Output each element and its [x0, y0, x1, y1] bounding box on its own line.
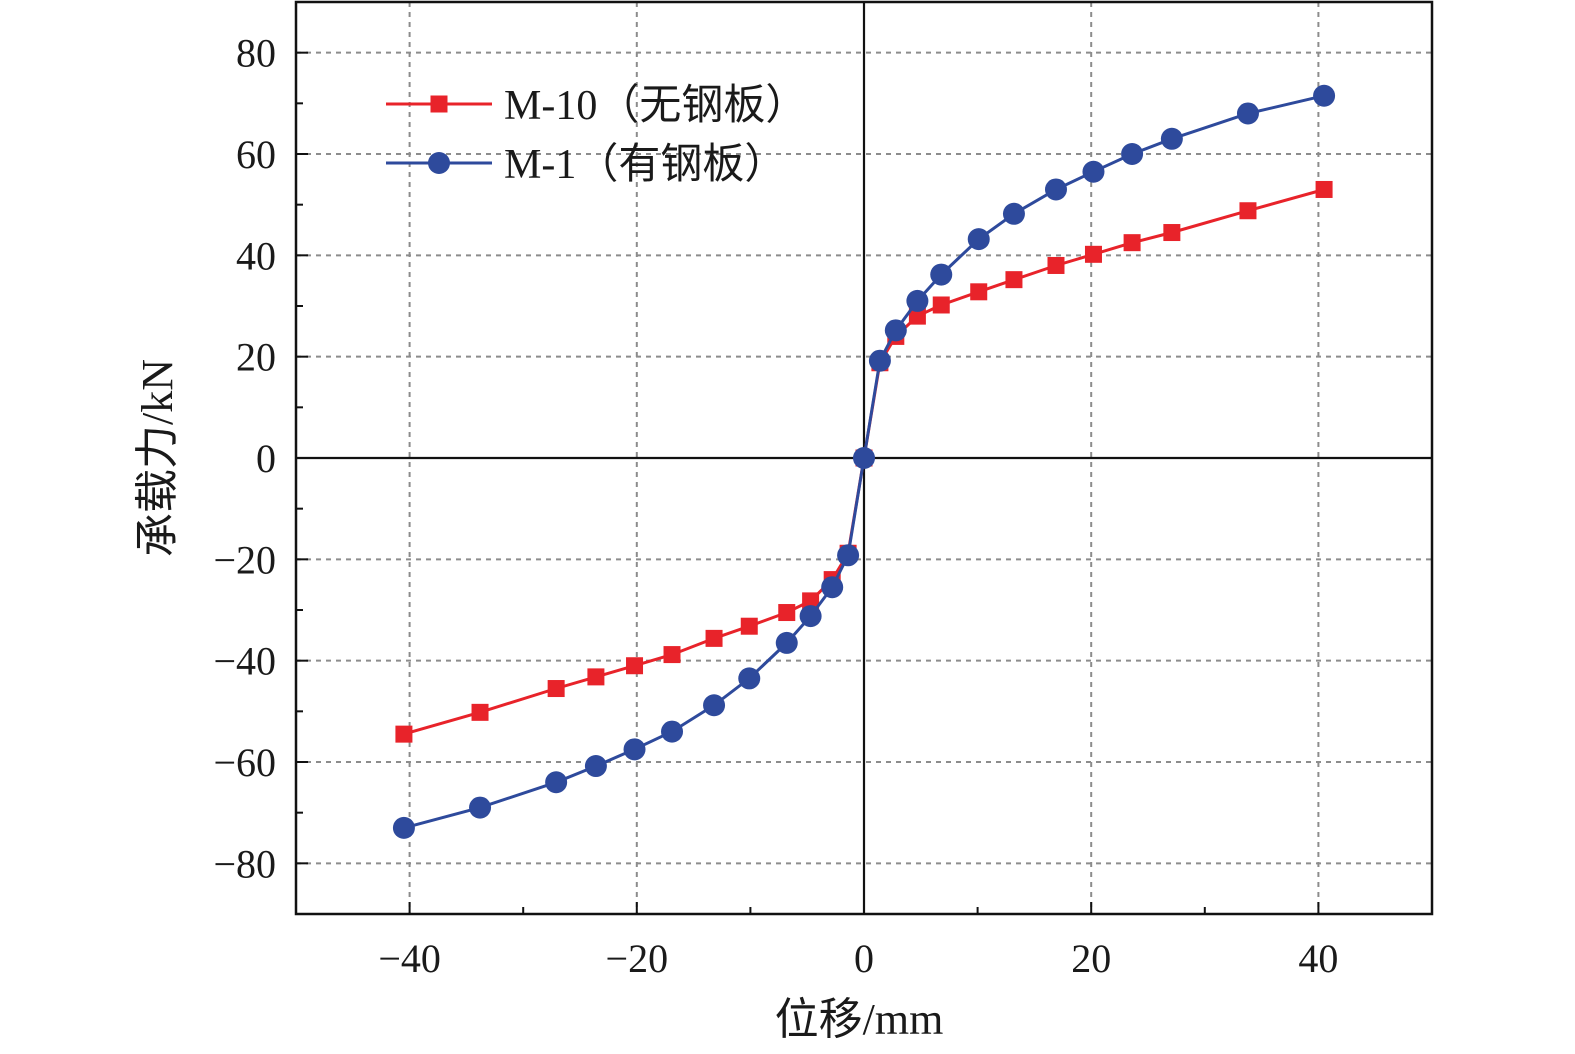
x-tick-label: −40 — [378, 936, 441, 981]
data-point-square — [1084, 245, 1102, 263]
data-point-circle — [623, 738, 646, 761]
data-point-circle — [1121, 143, 1144, 165]
data-point-circle — [837, 544, 860, 567]
y-tick-label: −60 — [213, 740, 276, 785]
data-point-square — [587, 668, 605, 686]
x-tick-label: −20 — [606, 936, 669, 981]
data-point-circle — [1313, 84, 1336, 107]
data-point-circle — [821, 576, 844, 599]
y-tick-label: 40 — [236, 233, 276, 278]
y-tick-labels: −80 −60 −40 −20 0 20 40 60 80 — [213, 31, 276, 887]
data-point-circle — [906, 289, 929, 312]
data-point-circle — [775, 631, 798, 654]
data-point-square — [1047, 256, 1065, 274]
y-tick-label: −80 — [213, 841, 276, 886]
data-point-square — [471, 703, 489, 721]
x-axis-title: 位移/mm — [775, 995, 944, 1044]
data-point-circle — [661, 720, 684, 743]
data-point-circle — [584, 755, 607, 778]
x-tick-label: 40 — [1298, 936, 1338, 981]
legend-marker-square — [430, 95, 448, 113]
data-point-square — [626, 657, 644, 675]
data-point-circle — [799, 605, 822, 628]
data-point-circle — [884, 319, 907, 342]
data-point-circle — [392, 816, 415, 839]
data-point-circle — [1002, 202, 1025, 225]
data-point-square — [395, 725, 413, 743]
data-point-square — [1005, 271, 1023, 289]
y-tick-label: −40 — [213, 639, 276, 684]
y-tick-label: 60 — [236, 132, 276, 177]
data-point-square — [1315, 180, 1333, 198]
y-axis-title: 承载力/kN — [133, 359, 182, 557]
data-point-circle — [1160, 127, 1183, 150]
data-point-square — [547, 680, 565, 698]
y-tick-label: 80 — [236, 31, 276, 76]
y-tick-label: −20 — [213, 537, 276, 582]
data-point-square — [932, 296, 950, 314]
data-point-square — [802, 592, 820, 610]
data-point-square — [778, 604, 796, 622]
data-point-circle — [1082, 160, 1105, 183]
data-point-square — [663, 646, 681, 664]
data-point-circle — [967, 228, 990, 251]
grid-lines — [296, 2, 1432, 914]
legend-entry-m1: M-1（有钢板） — [386, 142, 786, 188]
legend-entry-m10: M-10（无钢板） — [386, 83, 807, 129]
data-point-square — [1123, 234, 1141, 252]
data-point-circle — [853, 447, 875, 469]
data-point-square — [1163, 224, 1181, 242]
legend-marker-circle — [428, 152, 450, 174]
data-point-circle — [703, 694, 726, 717]
data-point-circle — [469, 796, 492, 819]
data-point-circle — [738, 667, 761, 690]
tick-marks — [296, 51, 1320, 914]
data-point-square — [970, 283, 988, 301]
data-point-square — [705, 629, 723, 647]
x-tick-label: 0 — [854, 936, 874, 981]
y-tick-label: 20 — [236, 335, 276, 380]
data-point-square — [740, 617, 758, 635]
data-point-circle — [930, 263, 953, 286]
y-tick-label: 0 — [256, 436, 276, 481]
data-point-square — [908, 307, 926, 325]
x-tick-labels: −40 −20 0 20 40 — [378, 936, 1338, 981]
data-point-circle — [545, 771, 568, 794]
legend-label-m1: M-1（有钢板） — [504, 142, 786, 188]
data-point-circle — [868, 349, 891, 372]
series-m1 — [392, 84, 1336, 839]
data-point-circle — [1236, 102, 1259, 125]
legend: M-10（无钢板） M-1（有钢板） — [386, 83, 807, 188]
data-point-square — [1239, 202, 1257, 220]
legend-label-m10: M-10（无钢板） — [504, 83, 807, 129]
series — [392, 84, 1336, 839]
data-point-circle — [1044, 178, 1067, 201]
x-tick-label: 20 — [1071, 936, 1111, 981]
